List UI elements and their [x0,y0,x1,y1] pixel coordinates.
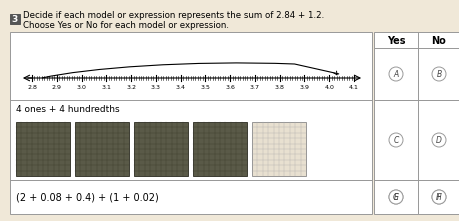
Text: 3.8: 3.8 [274,85,284,90]
Bar [373,100,417,180]
Text: B: B [436,70,441,79]
Bar [417,180,459,214]
Text: 3.6: 3.6 [225,85,235,90]
Text: D: D [435,136,441,145]
Bar [10,32,371,214]
Text: No: No [431,36,445,46]
Circle shape [431,190,445,204]
Text: 4 ones + 4 hundredths: 4 ones + 4 hundredths [16,105,119,114]
Bar [75,122,129,176]
Text: E: E [393,193,397,202]
Bar [373,32,459,48]
Text: C: C [392,136,398,145]
Bar [252,122,305,176]
Text: 3.2: 3.2 [126,85,136,90]
Bar [10,14,20,24]
Text: 3.7: 3.7 [249,85,259,90]
Text: (2 + 0.08 + 0.4) + (1 + 0.02): (2 + 0.08 + 0.4) + (1 + 0.02) [16,192,158,202]
Text: 3.5: 3.5 [200,85,210,90]
Text: 3.3: 3.3 [151,85,161,90]
Circle shape [388,133,402,147]
Text: G: G [392,193,398,202]
Text: 3.9: 3.9 [299,85,309,90]
Text: H: H [435,193,441,202]
Bar [16,122,70,176]
Text: Choose Yes or No for each model or expression.: Choose Yes or No for each model or expre… [23,21,229,30]
Bar [193,122,246,176]
Bar [417,48,459,100]
Text: 4.1: 4.1 [348,85,358,90]
Bar [417,100,459,180]
Text: F: F [436,193,440,202]
Text: 3: 3 [12,15,18,23]
Circle shape [431,67,445,81]
Circle shape [388,190,402,204]
Circle shape [431,133,445,147]
Bar [134,122,188,176]
Circle shape [431,190,445,204]
Text: Decide if each model or expression represents the sum of 2.84 + 1.2.: Decide if each model or expression repre… [23,11,324,21]
Text: 2.9: 2.9 [52,85,62,90]
Text: 2.8: 2.8 [27,85,37,90]
Text: 4.0: 4.0 [324,85,333,90]
Bar [373,48,417,100]
Text: A: A [392,70,398,79]
Circle shape [388,67,402,81]
Circle shape [388,190,402,204]
Text: 3.1: 3.1 [101,85,111,90]
Text: 3.4: 3.4 [175,85,185,90]
Text: Yes: Yes [386,36,404,46]
Bar [373,180,417,214]
Text: 3.0: 3.0 [77,85,86,90]
